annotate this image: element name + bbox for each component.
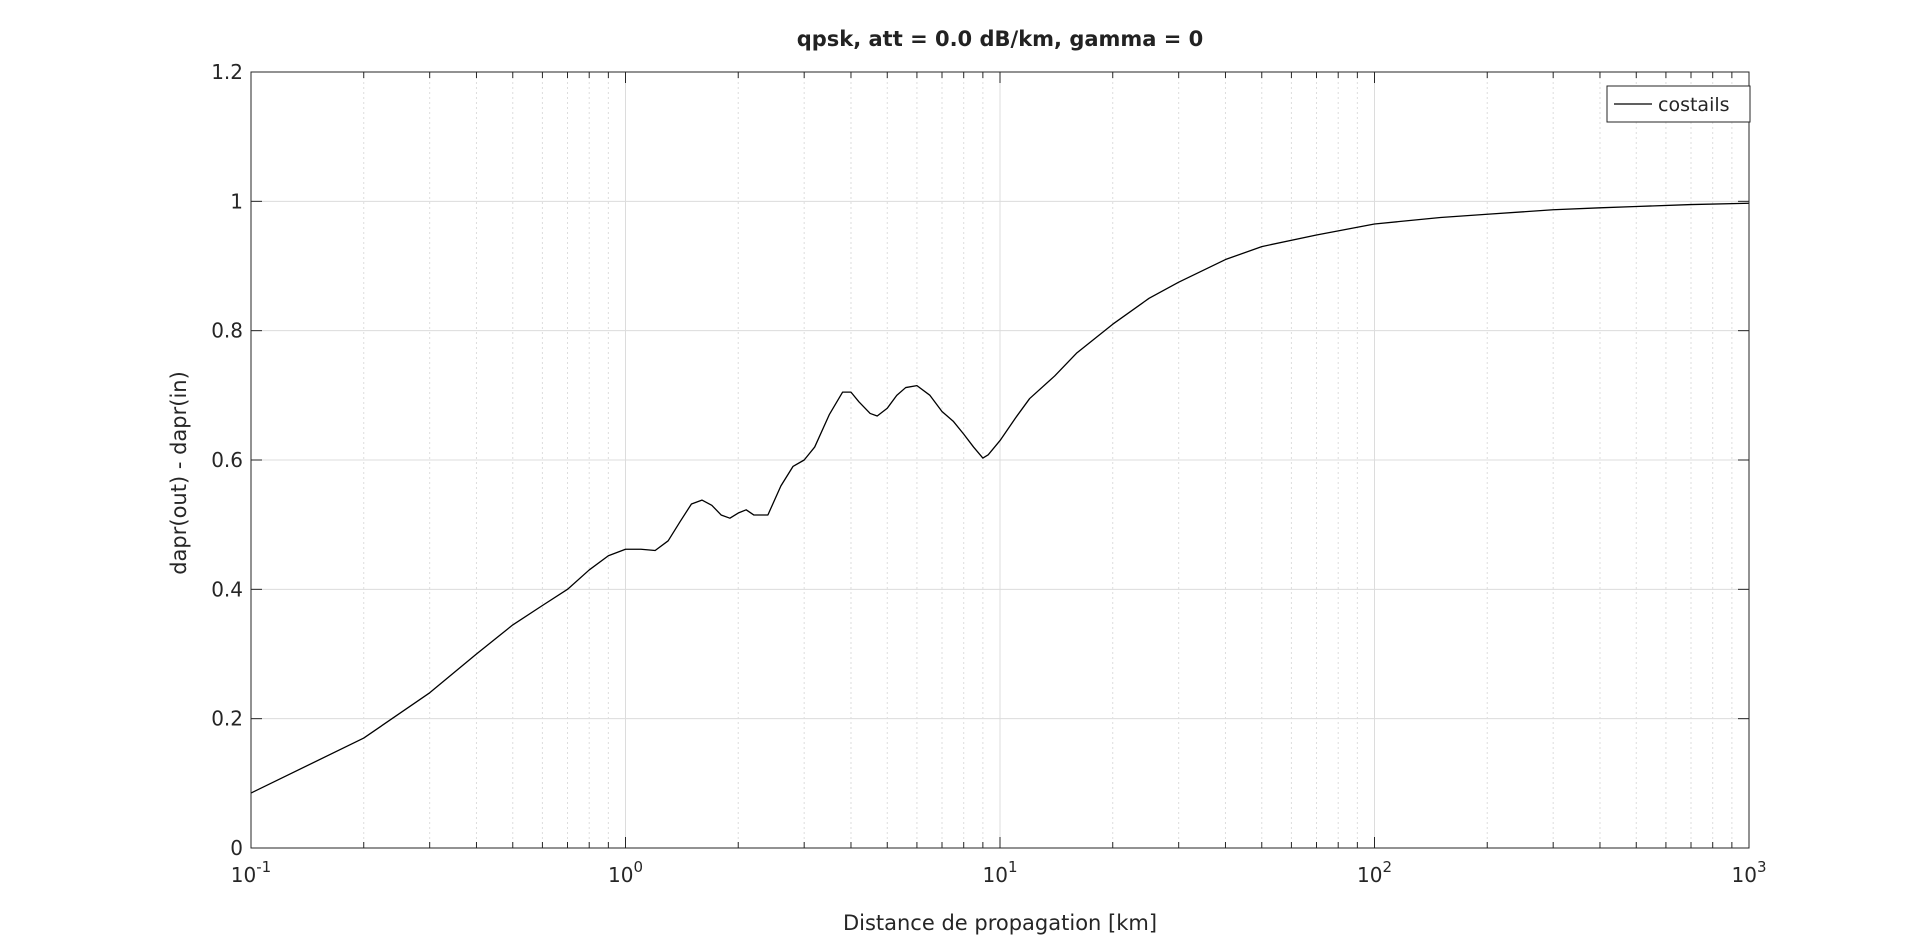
y-tick-label: 0	[230, 836, 243, 860]
x-tick-base: 10	[1357, 863, 1382, 887]
y-tick-label: 0.6	[211, 448, 243, 472]
y-tick-label: 0.4	[211, 577, 243, 601]
x-tick-label: 100	[608, 858, 643, 887]
x-tick-base: 10	[1732, 863, 1757, 887]
x-tick-label: 102	[1357, 858, 1392, 887]
y-axis-label: dapr(out) - dapr(in)	[167, 371, 191, 575]
chart-title: qpsk, att = 0.0 dB/km, gamma = 0	[797, 27, 1204, 51]
x-tick-label: 101	[983, 858, 1018, 887]
x-tick-label: 10-1	[231, 858, 271, 887]
x-tick-label: 103	[1732, 858, 1767, 887]
x-tick-exponent: 2	[1382, 858, 1392, 876]
legend: costails	[1606, 85, 1751, 123]
y-tick-label: 0.8	[211, 319, 243, 343]
x-tick-exponent: 1	[1008, 858, 1018, 876]
x-tick-base: 10	[983, 863, 1008, 887]
y-tick-label: 1	[230, 189, 243, 213]
x-tick-base: 10	[608, 863, 633, 887]
x-tick-base: 10	[231, 863, 256, 887]
y-tick-label: 1.2	[211, 60, 243, 84]
axes	[250, 71, 1750, 849]
x-axis-label: Distance de propagation [km]	[843, 911, 1157, 935]
y-tick-label: 0.2	[211, 707, 243, 731]
x-tick-exponent: -1	[256, 858, 271, 876]
plot-frame	[250, 71, 1750, 849]
x-tick-exponent: 3	[1757, 858, 1767, 876]
legend-label: costails	[1658, 94, 1730, 116]
series-line-costails	[250, 202, 1750, 794]
series-layer	[250, 202, 1750, 794]
x-tick-exponent: 0	[633, 858, 643, 876]
